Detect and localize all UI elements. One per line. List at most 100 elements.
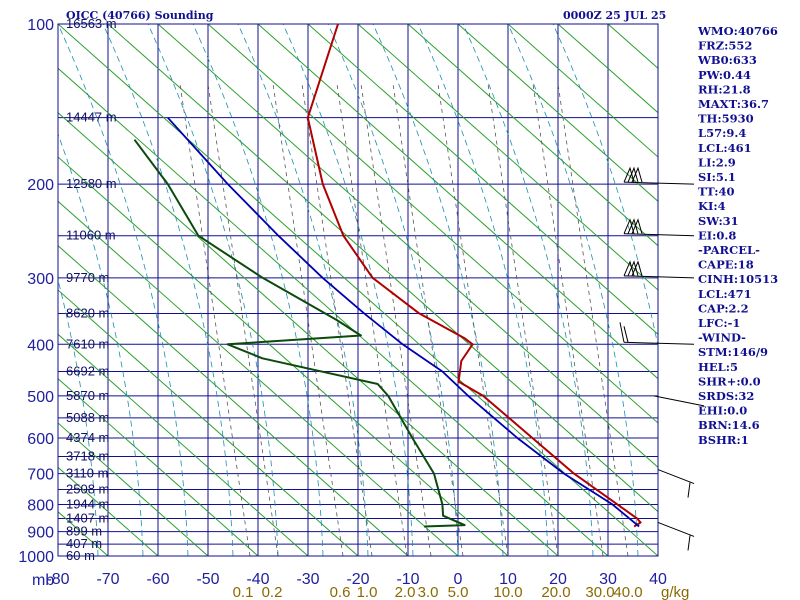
dry-adiabat-line <box>407 24 658 247</box>
dry-adiabat-line <box>58 333 309 556</box>
dry-adiabat-line <box>207 24 658 424</box>
moist-adiabat-line <box>58 278 99 556</box>
mixing-ratio-label: 10.0 <box>493 584 522 600</box>
dry-adiabat-line <box>357 24 658 291</box>
stat-item: FRZ:552 <box>698 39 752 53</box>
stat-item: EHI:0.0 <box>698 404 747 418</box>
temperature-label: -30 <box>296 571 319 588</box>
wind-barb-tick <box>619 322 625 343</box>
wind-barb-tick <box>687 482 691 498</box>
height-label: 4374 m <box>66 430 109 445</box>
pressure-unit-label: mb <box>32 572 54 589</box>
parcel-line <box>167 117 640 528</box>
stat-item: EI:0.8 <box>698 228 736 242</box>
temperature-label: -60 <box>146 571 169 588</box>
dry-adiabat-line <box>257 24 658 380</box>
mixing-ratio-label: 0.2 <box>262 584 283 600</box>
stat-item: -PARCEL- <box>698 243 760 257</box>
dry-adiabat-line <box>457 24 658 203</box>
temperature-label: 10 <box>499 571 517 588</box>
dry-adiabat-line <box>58 24 658 556</box>
height-label: 6692 m <box>66 364 109 379</box>
wind-barb <box>657 521 695 551</box>
sounding-time: 0000Z 25 JUL 25 <box>563 9 666 22</box>
height-label: 11060 m <box>66 228 116 243</box>
stat-item: CINH:10513 <box>698 272 778 286</box>
height-label: 1407 m <box>66 510 109 525</box>
pressure-label: 1000 <box>18 549 54 566</box>
stat-item: BRN:14.6 <box>698 418 760 432</box>
wind-barb-staff <box>623 275 695 279</box>
pressure-label: 400 <box>27 337 54 354</box>
mixing-ratio-label: 2.0 <box>395 584 416 600</box>
wind-barb <box>623 218 695 237</box>
stat-item: PW:0.44 <box>698 68 751 82</box>
pressure-label: 900 <box>27 525 54 542</box>
stat-item: CAP:2.2 <box>698 301 749 315</box>
wind-barb <box>623 260 695 279</box>
moist-adiabat-line <box>507 24 639 556</box>
mixing-ratio-label: 0.6 <box>330 584 351 600</box>
stat-item: L57:9.4 <box>698 126 746 140</box>
wind-barb-flag <box>631 260 643 277</box>
dry-adiabat-line <box>307 24 658 336</box>
height-label: 60 m <box>66 548 95 563</box>
dry-adiabat-line <box>58 111 559 556</box>
mixing-ratio-line <box>207 83 279 556</box>
stat-item: STM:146/9 <box>698 345 768 359</box>
wind-barb-staff <box>623 181 695 185</box>
height-label: 3718 m <box>66 448 109 463</box>
temperature-label: 40 <box>649 571 667 588</box>
height-label: 1944 m <box>66 496 109 511</box>
wind-barb-staff <box>623 341 695 345</box>
dry-adiabat-line <box>58 244 409 556</box>
wind-barbs <box>619 166 705 551</box>
mixing-ratio-label: 20.0 <box>541 584 570 600</box>
station-title: OICC (40766) Sounding <box>66 9 214 22</box>
wind-barb <box>653 395 705 407</box>
pressure-label: 500 <box>27 389 54 406</box>
stat-item: CAPE:18 <box>698 258 754 272</box>
moist-adiabat-line <box>237 24 369 556</box>
stats-panel: WMO:40766FRZ:552WB0:633PW:0.44RH:21.8MAX… <box>697 24 778 447</box>
temperature-label: 20 <box>549 571 567 588</box>
temperature-label: -40 <box>246 571 269 588</box>
stat-item: MAXT:36.7 <box>698 97 769 111</box>
height-label: 7610 m <box>66 336 109 351</box>
wind-barb-staff <box>653 395 705 407</box>
temperature-line <box>306 23 642 528</box>
stat-item: LCL:461 <box>698 141 752 155</box>
wind-barb-flag <box>623 166 635 183</box>
wind-barb-flag <box>623 260 635 277</box>
height-label: 2508 m <box>66 482 109 497</box>
dry-adiabat-line <box>58 200 459 556</box>
mixing-ratio-line <box>557 83 629 556</box>
wind-barb-flag <box>631 166 643 183</box>
height-label: 899 m <box>66 524 102 539</box>
height-label: 3110 m <box>66 466 108 481</box>
stat-item: TT:40 <box>698 185 735 199</box>
moist-adiabat-line <box>462 24 594 556</box>
stat-item: SI:5.1 <box>698 170 736 184</box>
stat-item: BSHR:1 <box>698 433 749 447</box>
mixing-ratio-label: 5.0 <box>448 584 469 600</box>
height-label: 14447 m <box>66 110 117 125</box>
wind-barb-flag <box>627 218 639 234</box>
moist-adiabat-line <box>102 24 234 556</box>
wind-barb-flag <box>627 260 639 277</box>
wind-barb-tick <box>623 326 629 343</box>
temperature-label: -50 <box>196 571 219 588</box>
temperature-label: -20 <box>346 571 369 588</box>
height-label: 407 m <box>66 536 102 551</box>
stat-item: WB0:633 <box>697 53 757 67</box>
moist-adiabat-line <box>58 133 144 556</box>
mixing-ratio-label: 1.0 <box>357 584 378 600</box>
wind-barb-staff <box>657 469 695 485</box>
temperature-label: -80 <box>46 571 69 588</box>
wind-barb-staff <box>657 521 695 537</box>
plot-frame <box>57 23 659 557</box>
stat-item: HEL:5 <box>698 360 738 374</box>
wind-barb-flag <box>631 218 643 234</box>
stat-item: LCL:471 <box>698 287 752 301</box>
